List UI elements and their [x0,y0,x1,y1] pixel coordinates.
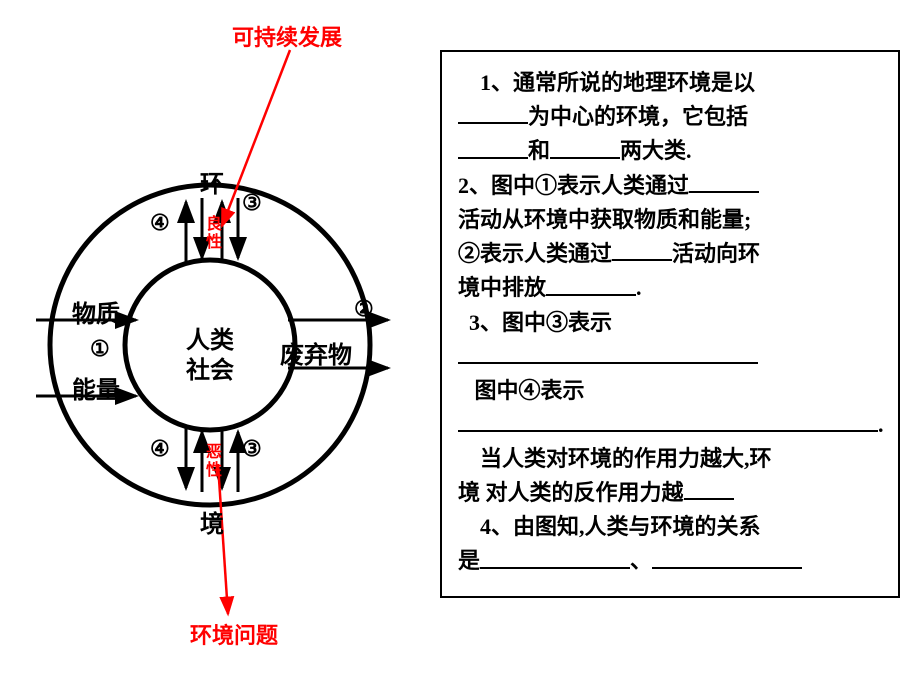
callout-sustainable: 可持续发展 [232,20,342,52]
blank-2 [458,134,528,158]
q1-line: 1、通常所说的地理环境是以 [458,66,886,100]
q1b: 为中心的环境，它包括 [528,104,748,129]
blank-10 [480,544,630,568]
blank-5 [612,237,672,261]
q1b-line: 为中心的环境，它包括 [458,100,886,134]
blank-4 [689,169,759,193]
label-waste: 废弃物 [280,335,352,370]
num-3-bot: ③ [242,436,262,462]
blank-7 [458,342,758,364]
num-4-bot: ④ [150,436,170,462]
benign-2: 性 [206,228,222,252]
q1c-and: 和 [528,139,550,164]
q3c: 当人类对环境的作用力越大,环 [480,446,772,471]
q3b-blank-line: . [458,408,886,442]
question-textbox: 1、通常所说的地理环境是以 为中心的环境，它包括 和 两大类. 2、图中①表示人类… [440,50,900,598]
q1c-line: 和 两大类. [458,134,886,168]
q2c-line: ②表示人类通过 活动向环 [458,237,886,271]
label-env-bottom: 境 [200,504,224,539]
q3b-line: 图中④表示 [458,374,886,408]
q2d: 境中排放 [458,276,546,301]
num-3-top: ③ [242,190,262,216]
label-env-top: 环 [200,164,224,199]
blank-11 [652,544,802,568]
blank-1 [458,100,528,124]
q4b: 是 [458,549,480,574]
q3d: 境 对人类的反作用力越 [458,480,684,505]
q4-line: 4、由图知,人类与环境的关系 [458,510,886,544]
blank-6 [546,271,636,295]
q2b: 活动从环境中获取物质和能量; [458,207,751,232]
malign-2: 性 [206,456,222,480]
blank-8 [458,410,878,432]
blank-9 [684,476,734,500]
q4: 4、由图知,人类与环境的关系 [480,514,761,539]
num-2: ② [354,296,374,322]
num-4-top: ④ [150,210,170,236]
q3c-line: 当人类对环境的作用力越大,环 [458,442,886,476]
label-energy: 能量 [72,370,120,405]
q2b-line: 活动从环境中获取物质和能量; [458,203,886,237]
blank-3 [550,134,620,158]
diagram-area: 人类 社会 环 境 物质 能量 废弃物 ① ② ③ ④ ③ ④ 可持续发展 环境… [0,0,430,690]
q2d-line: 境中排放. [458,271,886,305]
q2: 2、图中①表示人类通过 [458,173,689,198]
q3b: 图中④表示 [475,378,585,403]
q3-line: 3、图中③表示 [458,306,886,340]
q1c-tail: 两大类. [620,139,692,164]
q2c-mid: 活动向环 [672,241,760,266]
q2c: ②表示人类通过 [458,241,612,266]
q3d-line: 境 对人类的反作用力越 [458,476,886,510]
num-1: ① [90,336,110,362]
q2-line: 2、图中①表示人类通过 [458,169,886,203]
q4b-line: 是、 [458,544,886,578]
callout-envproblem: 环境问题 [190,618,278,650]
stage: 人类 社会 环 境 物质 能量 废弃物 ① ② ③ ④ ③ ④ 可持续发展 环境… [0,0,920,690]
q3: 3、图中③表示 [469,310,612,335]
label-matter: 物质 [72,294,120,329]
q1: 1、通常所说的地理环境是以 [480,70,755,95]
q3-blank-line [458,340,886,374]
center-label-2: 社会 [182,350,238,385]
